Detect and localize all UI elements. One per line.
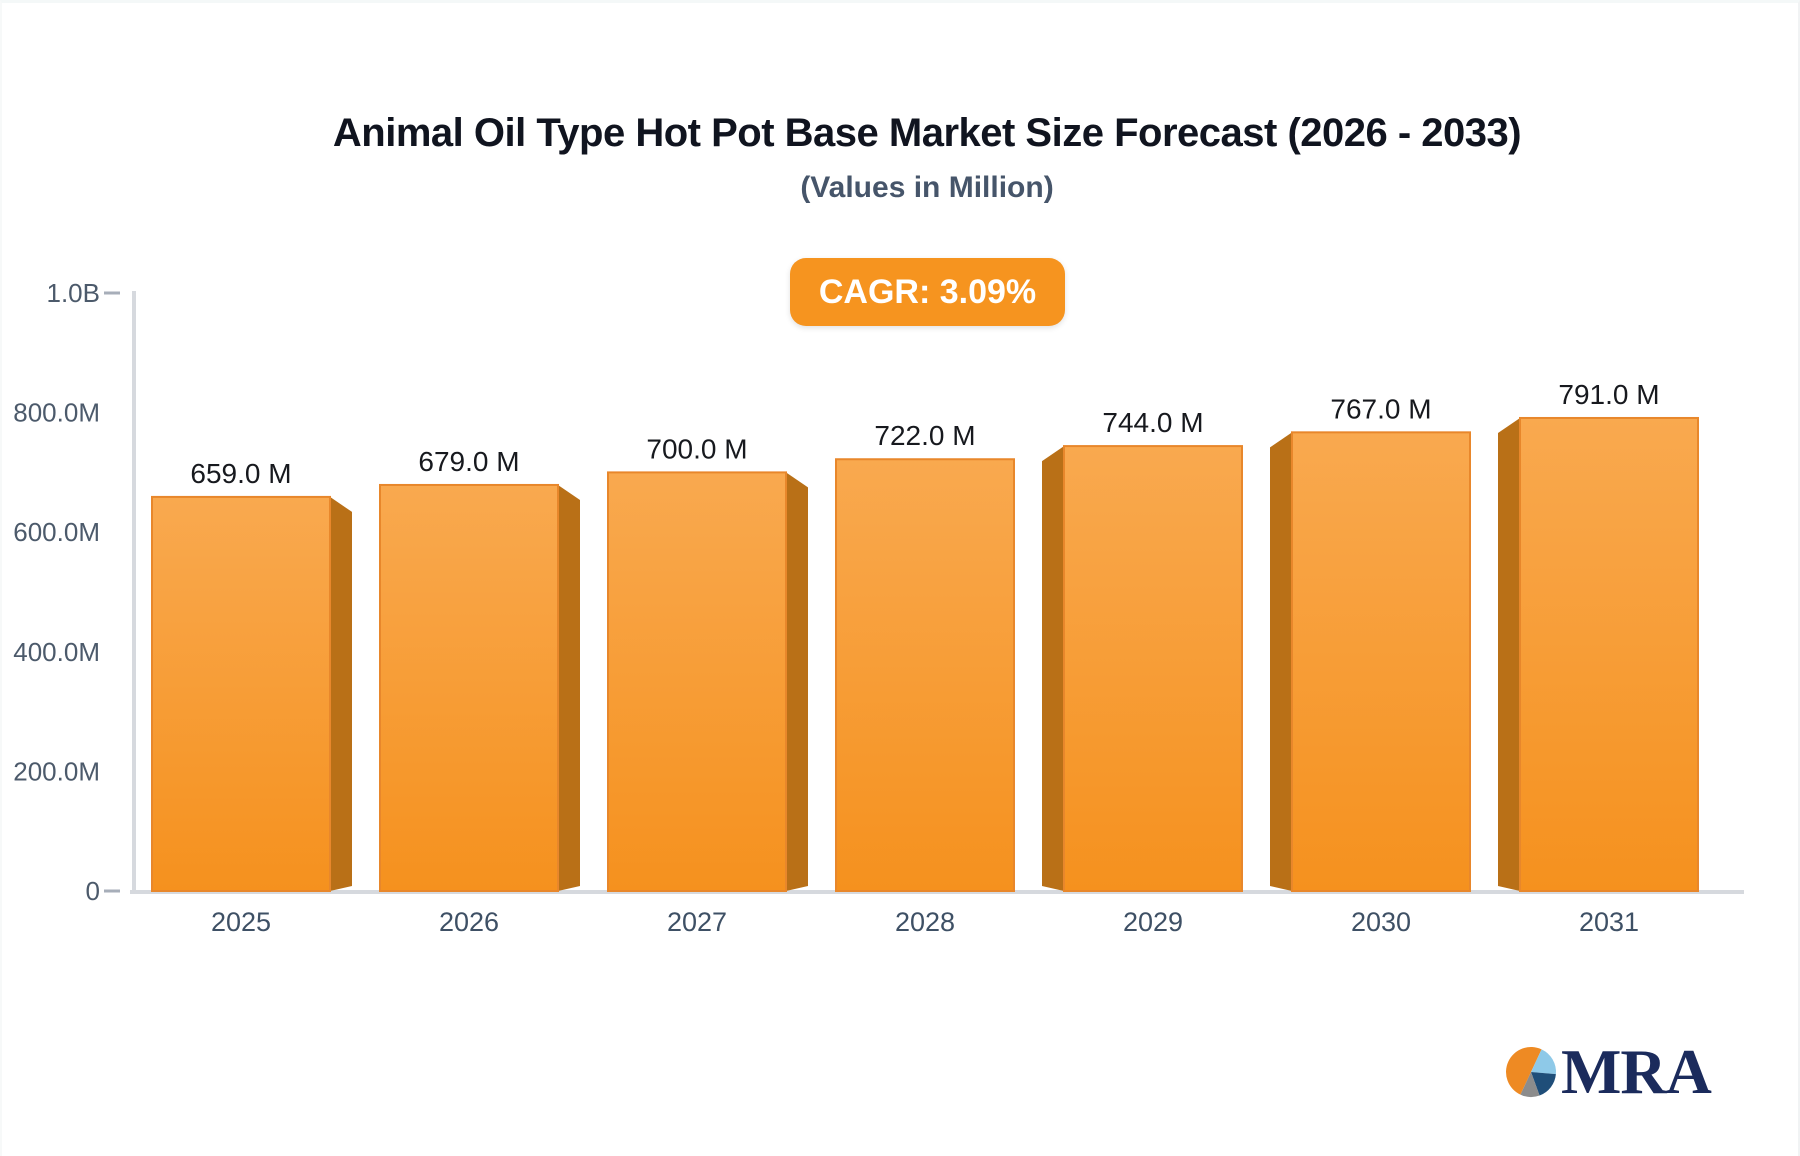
bar-front-face	[151, 495, 331, 892]
bar-2025[interactable]: 659.0 M 2025	[151, 458, 352, 937]
y-axis-label: 400.0M	[13, 637, 100, 667]
bar-2028[interactable]: 722.0 M 2028	[835, 420, 1015, 937]
bar-front-face	[1063, 445, 1243, 892]
x-axis-label: 2026	[439, 907, 499, 937]
pie-slice-gray	[1520, 1072, 1540, 1097]
x-axis-label: 2025	[211, 907, 271, 937]
x-axis-label: 2027	[667, 907, 727, 937]
y-axis-label: 0	[86, 876, 100, 906]
x-axis-label: 2028	[895, 907, 955, 937]
pie-slice-light-blue	[1531, 1049, 1556, 1075]
pie-chart-logo-icon	[1506, 1047, 1556, 1097]
bar-side-face	[558, 484, 580, 891]
bar-side-face	[1042, 446, 1064, 891]
bar-side-face	[786, 472, 808, 891]
bar-2029[interactable]: 744.0 M 2029	[1042, 407, 1243, 937]
bar-chart: 1.0B 800.0M 600.0M 400.0M 200.0M 0 659.0 M 2025…	[13, 278, 1744, 937]
x-axis-label: 2029	[1123, 907, 1183, 937]
chart-subtitle: (Values in Million)	[800, 171, 1054, 204]
value-label: 679.0 M	[418, 446, 519, 477]
bar-2026[interactable]: 679.0 M 2026	[379, 446, 580, 937]
bar-side-face	[330, 496, 352, 891]
bar-2027[interactable]: 700.0 M 2027	[607, 433, 808, 937]
value-label: 722.0 M	[874, 420, 975, 451]
mra-logo: MRA	[1504, 1036, 1712, 1107]
bar-2030[interactable]: 767.0 M 2030	[1270, 393, 1471, 937]
value-label: 744.0 M	[1102, 407, 1203, 438]
y-axis-label: 200.0M	[13, 756, 100, 786]
value-label: 700.0 M	[646, 433, 747, 464]
x-axis-label: 2030	[1351, 907, 1411, 937]
bar-front-face	[1291, 431, 1471, 892]
bar-front-face	[379, 483, 559, 892]
bar-2031[interactable]: 791.0 M 2031	[1498, 379, 1699, 937]
pie-slice-orange	[1506, 1047, 1542, 1095]
bar-side-face	[1498, 417, 1520, 891]
value-label: 767.0 M	[1330, 393, 1431, 424]
cagr-badge: CAGR: 3.09%	[790, 258, 1065, 326]
y-axis-label: 1.0B	[47, 278, 101, 308]
chart-title: Animal Oil Type Hot Pot Base Market Size…	[332, 111, 1522, 155]
y-axis-label: 600.0M	[13, 517, 100, 547]
bar-side-face	[1270, 432, 1292, 891]
value-label: 659.0 M	[190, 458, 291, 489]
bar-front-face	[607, 471, 787, 892]
mra-logo-text: MRA	[1561, 1036, 1712, 1107]
bar-front-face	[1519, 416, 1699, 892]
pie-slice-navy	[1531, 1072, 1556, 1096]
cagr-badge-label: CAGR: 3.09%	[818, 272, 1037, 311]
y-axis-label: 800.0M	[13, 398, 100, 428]
x-axis-label: 2031	[1579, 907, 1639, 937]
value-label: 791.0 M	[1558, 379, 1659, 410]
bar-front-face	[835, 458, 1015, 892]
